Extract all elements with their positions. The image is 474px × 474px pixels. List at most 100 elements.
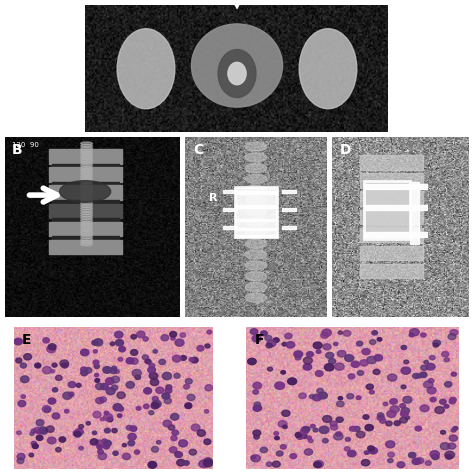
Ellipse shape: [44, 407, 50, 412]
Ellipse shape: [430, 397, 436, 402]
Ellipse shape: [294, 351, 302, 357]
Ellipse shape: [303, 357, 312, 364]
Ellipse shape: [81, 164, 92, 166]
Ellipse shape: [415, 426, 421, 431]
Text: 120  90: 120 90: [12, 142, 39, 148]
Ellipse shape: [146, 359, 151, 364]
Ellipse shape: [424, 360, 428, 364]
Ellipse shape: [347, 450, 356, 457]
Ellipse shape: [172, 430, 179, 435]
Ellipse shape: [317, 388, 323, 393]
Ellipse shape: [430, 451, 439, 458]
Ellipse shape: [102, 439, 107, 443]
Ellipse shape: [365, 451, 369, 455]
Ellipse shape: [81, 171, 92, 174]
Ellipse shape: [409, 333, 414, 337]
Bar: [360, 173, 423, 188]
Ellipse shape: [40, 428, 47, 434]
Ellipse shape: [113, 451, 118, 456]
Ellipse shape: [150, 379, 159, 386]
Ellipse shape: [253, 430, 261, 436]
Ellipse shape: [118, 414, 122, 418]
Ellipse shape: [319, 392, 328, 399]
Ellipse shape: [428, 379, 434, 383]
Bar: [235, 219, 277, 221]
Bar: [52, 164, 118, 167]
Ellipse shape: [175, 452, 182, 457]
Ellipse shape: [370, 449, 375, 454]
Ellipse shape: [46, 426, 54, 432]
Ellipse shape: [110, 368, 117, 374]
Ellipse shape: [313, 428, 318, 432]
Ellipse shape: [52, 363, 57, 367]
Ellipse shape: [435, 407, 444, 414]
Ellipse shape: [81, 173, 92, 176]
Ellipse shape: [246, 164, 266, 173]
Ellipse shape: [31, 441, 36, 446]
Ellipse shape: [166, 385, 172, 390]
Ellipse shape: [36, 429, 42, 434]
Ellipse shape: [246, 239, 266, 248]
Ellipse shape: [48, 344, 56, 350]
Ellipse shape: [122, 444, 127, 447]
Ellipse shape: [60, 181, 111, 202]
Ellipse shape: [286, 342, 295, 348]
Ellipse shape: [97, 445, 102, 449]
Bar: [48, 167, 122, 182]
Ellipse shape: [400, 404, 405, 408]
Ellipse shape: [20, 376, 29, 383]
Ellipse shape: [403, 396, 412, 403]
Ellipse shape: [81, 197, 92, 200]
Ellipse shape: [386, 421, 392, 426]
Ellipse shape: [253, 383, 262, 389]
Ellipse shape: [170, 331, 177, 337]
Ellipse shape: [347, 394, 354, 399]
Ellipse shape: [81, 367, 87, 372]
Ellipse shape: [356, 341, 363, 346]
Ellipse shape: [280, 445, 286, 449]
Ellipse shape: [440, 430, 446, 434]
Ellipse shape: [372, 331, 378, 335]
Ellipse shape: [387, 410, 396, 418]
Ellipse shape: [370, 340, 376, 345]
Ellipse shape: [251, 456, 255, 459]
Ellipse shape: [345, 355, 354, 362]
Ellipse shape: [427, 387, 436, 394]
Ellipse shape: [169, 447, 177, 453]
Ellipse shape: [151, 402, 159, 409]
Ellipse shape: [111, 385, 118, 390]
Ellipse shape: [96, 383, 103, 390]
Ellipse shape: [328, 358, 336, 364]
Ellipse shape: [453, 427, 458, 430]
Ellipse shape: [152, 447, 159, 452]
Ellipse shape: [18, 401, 26, 407]
Ellipse shape: [118, 357, 123, 361]
Bar: [410, 182, 419, 244]
Ellipse shape: [445, 382, 452, 387]
Ellipse shape: [144, 388, 152, 394]
Ellipse shape: [416, 374, 422, 378]
Ellipse shape: [81, 154, 92, 157]
Ellipse shape: [81, 214, 92, 217]
Bar: [364, 232, 427, 237]
Ellipse shape: [36, 435, 43, 440]
Ellipse shape: [111, 366, 117, 370]
Bar: [360, 155, 423, 170]
Ellipse shape: [94, 339, 103, 346]
Ellipse shape: [162, 393, 170, 399]
Ellipse shape: [419, 372, 427, 377]
Ellipse shape: [81, 147, 92, 150]
Ellipse shape: [450, 329, 458, 336]
Ellipse shape: [205, 344, 210, 348]
Ellipse shape: [401, 346, 407, 349]
Ellipse shape: [42, 406, 51, 413]
Ellipse shape: [315, 371, 323, 376]
Text: B: B: [12, 143, 22, 157]
Ellipse shape: [246, 261, 266, 270]
Ellipse shape: [117, 29, 175, 109]
Ellipse shape: [203, 458, 212, 465]
Ellipse shape: [116, 339, 124, 346]
Ellipse shape: [53, 388, 58, 392]
Text: C: C: [193, 143, 204, 157]
Ellipse shape: [250, 329, 258, 335]
